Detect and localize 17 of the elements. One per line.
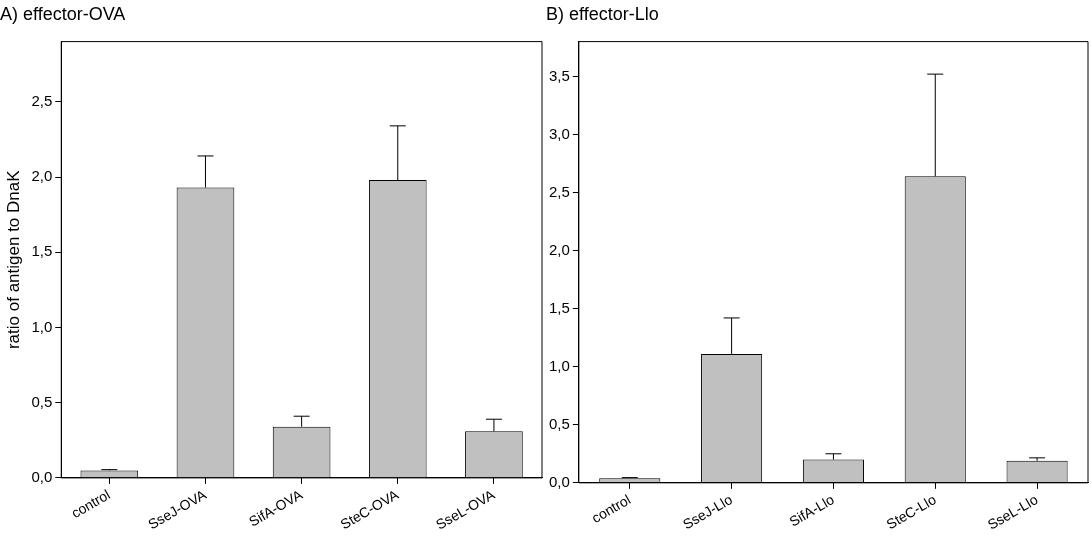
y-tick-label: 1,0 [31,317,53,335]
y-tick-label: 3,5 [548,66,570,84]
y-tick-label: 0,0 [548,472,570,490]
y-tick-label: 0,0 [31,468,53,486]
y-tick-label: 2,5 [548,182,570,200]
chart-title: A) effector-OVA [0,3,126,24]
y-tick-label: 1,0 [548,356,570,374]
y-tick-label: 2,5 [31,91,53,109]
y-tick-label: 0,5 [31,392,53,410]
y-tick-label: 3,0 [548,124,570,142]
y-tick-label: 1,5 [548,298,570,316]
y-tick-label: 1,5 [31,242,53,260]
chart-title: B) effector-Llo [546,3,659,24]
y-tick-label: 2,0 [31,167,53,185]
y-axis-title: ratio of antigen to DnaK [3,169,23,350]
y-tick-label: 0,5 [548,414,570,432]
y-tick-label: 2,0 [548,240,570,258]
